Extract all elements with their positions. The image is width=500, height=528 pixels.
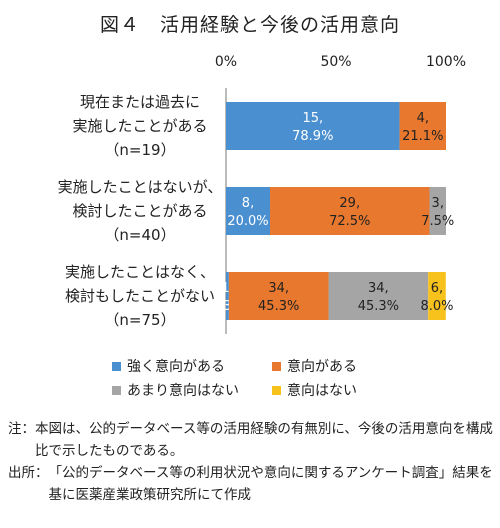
bar-segment <box>226 272 229 320</box>
bar-segment <box>399 102 446 150</box>
data-label: 15, <box>302 111 323 126</box>
legend-swatch <box>112 385 121 395</box>
bar-segment <box>429 187 446 235</box>
data-label: 34, <box>368 281 389 296</box>
data-label: 78.9% <box>292 129 333 144</box>
category-label: （n=75） <box>104 311 175 329</box>
bar-segment <box>428 272 446 320</box>
legend-item: あまり意向はない <box>112 380 239 400</box>
bar-segment <box>328 272 429 320</box>
data-label: 34, <box>268 281 289 296</box>
data-label: 4, <box>417 111 429 126</box>
note-row: 注： 本図は、公的データベース等の活用経験の有無別に、今後の活用意向を構成比で示… <box>8 418 496 462</box>
data-label: 7.5% <box>421 214 454 229</box>
legend-item: 意向がある <box>272 356 357 376</box>
data-label: 72.5% <box>329 214 370 229</box>
data-label: 45.3% <box>258 299 299 314</box>
data-label: 21.1% <box>402 129 443 144</box>
legend-item: 意向はない <box>272 380 357 400</box>
bar-segment <box>228 272 329 320</box>
chart-title: 図４ 活用経験と今後の活用意向 <box>99 14 400 36</box>
bar-segment <box>226 102 400 150</box>
legend-swatch <box>112 361 121 371</box>
legend-label: 強く意向がある <box>127 359 225 375</box>
data-label: 20.0% <box>227 214 268 229</box>
data-label: 8.0% <box>420 299 453 314</box>
x-tick-label: 50% <box>320 54 351 70</box>
note-text: 本図は、公的データベース等の活用経験の有無別に、今後の活用意向を構成比で示したも… <box>35 421 493 459</box>
source-head: 出所： <box>8 465 49 481</box>
legend-label: 意向がある <box>287 359 357 375</box>
data-label: 6, <box>431 281 443 296</box>
data-label: 45.3% <box>358 299 399 314</box>
legend-label: 意向はない <box>287 383 357 399</box>
note-head: 注： <box>8 421 35 437</box>
category-label: 実施したことがある <box>72 117 207 135</box>
data-label: 8, <box>242 196 254 211</box>
notes: 注： 本図は、公的データベース等の活用経験の有無別に、今後の活用意向を構成比で示… <box>8 418 496 506</box>
category-label: 実施したことはないが、 <box>58 178 223 196</box>
source-text: 「公的データベース等の利用状況や意向に関するアンケート調査」結果を基に医薬産業政… <box>48 465 493 503</box>
data-label: 3, <box>432 196 444 211</box>
category-label: 現在または過去に <box>80 93 200 111</box>
legend-item: 強く意向がある <box>112 356 225 376</box>
bar-segment <box>270 187 430 235</box>
legend-label: あまり意向はない <box>127 383 239 399</box>
legend-swatch <box>272 385 281 395</box>
legend-swatch <box>272 361 281 371</box>
source-row: 出所： 「公的データベース等の利用状況や意向に関するアンケート調査」結果を基に医… <box>8 462 496 506</box>
category-label: （n=40） <box>104 226 175 244</box>
data-label: 29, <box>339 196 360 211</box>
category-label: 検討もしたことがない <box>65 287 215 305</box>
category-label: （n=19） <box>104 141 175 159</box>
x-tick-label: 0% <box>215 54 237 70</box>
x-tick-label: 100% <box>426 54 466 70</box>
category-label: 検討したことがある <box>72 202 207 220</box>
bar-segment <box>226 187 270 235</box>
category-label: 実施したことはなく、 <box>65 263 215 281</box>
